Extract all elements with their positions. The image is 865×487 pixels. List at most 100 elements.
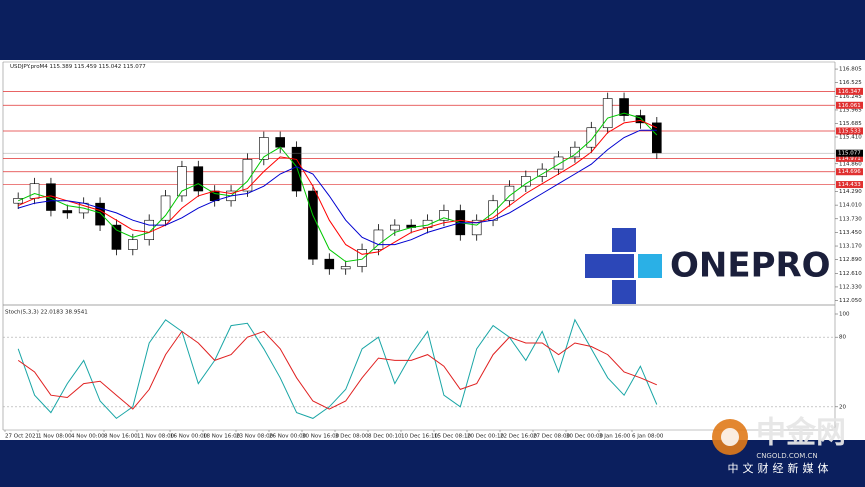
candle-body bbox=[177, 166, 187, 197]
candle-body bbox=[471, 219, 482, 236]
y-tick-label: 115.685 bbox=[839, 121, 862, 127]
y-tick-label: 20 bbox=[839, 404, 846, 410]
price-level-label: 116.347 bbox=[838, 89, 861, 95]
watermark-tagline: 中文财经新媒体 bbox=[728, 461, 833, 475]
x-tick-label: 20 Dec 00:10 bbox=[467, 434, 504, 440]
indicator-line bbox=[17, 330, 657, 410]
candle-body bbox=[29, 183, 40, 199]
logo-shape bbox=[612, 280, 636, 304]
candle-body bbox=[242, 159, 253, 192]
x-tick-label: 6 Jan 08:00 bbox=[632, 434, 664, 440]
x-tick-label: 23 Nov 08:00 bbox=[236, 434, 274, 440]
symbol-header: USDJPY.proM4 115.389 115.459 115.042 115… bbox=[10, 64, 146, 70]
indicator-line bbox=[17, 318, 658, 420]
x-tick-label: 26 Nov 00:00 bbox=[269, 434, 307, 440]
candle-body bbox=[259, 137, 269, 160]
logo-shape bbox=[612, 228, 636, 252]
candle-body bbox=[586, 127, 597, 148]
x-tick-label: 16 Nov 00:00 bbox=[170, 434, 208, 440]
candle-body bbox=[275, 137, 285, 148]
y-tick-label: 115.410 bbox=[839, 134, 862, 140]
x-tick-label: 4 Nov 00:00 bbox=[71, 434, 105, 440]
y-tick-label: 116.245 bbox=[839, 94, 862, 100]
price-level-label: 114.433 bbox=[838, 182, 861, 188]
y-tick-label: 113.170 bbox=[839, 244, 862, 250]
watermark-icon bbox=[721, 428, 739, 446]
x-tick-label: 11 Nov 08:00 bbox=[137, 434, 175, 440]
chart-panel bbox=[0, 60, 865, 440]
indicator-line bbox=[17, 119, 658, 255]
indicator-line bbox=[17, 112, 658, 263]
indicator-header: Stoch(5,3,3) 22.0183 38.9541 bbox=[5, 310, 88, 316]
candle-body bbox=[619, 98, 629, 116]
price-level-label: 114.696 bbox=[838, 169, 861, 175]
x-tick-label: 22 Dec 16:00 bbox=[500, 434, 537, 440]
y-tick-label: 80 bbox=[839, 335, 846, 341]
y-tick-label: 114.290 bbox=[839, 189, 862, 195]
candle-body bbox=[537, 168, 547, 177]
price-level-label: 114.971 bbox=[838, 156, 861, 162]
y-tick-label: 116.525 bbox=[839, 80, 862, 86]
y-tick-label: 112.610 bbox=[839, 271, 862, 277]
x-tick-label: 27 Dec 08:00 bbox=[533, 434, 570, 440]
x-tick-label: 3 Jan 16:00 bbox=[599, 434, 631, 440]
x-tick-label: 15 Dec 08:10 bbox=[434, 434, 471, 440]
watermark-name: 中金网 bbox=[756, 416, 846, 451]
x-tick-label: 30 Nov 16:00 bbox=[302, 434, 340, 440]
y-tick-label: 100 bbox=[839, 312, 850, 318]
candle-body bbox=[373, 229, 384, 250]
y-tick-label: 114.860 bbox=[839, 161, 862, 167]
price-level-box bbox=[836, 101, 863, 109]
price-level-box bbox=[836, 181, 863, 189]
candle-body bbox=[324, 258, 335, 270]
candle-body bbox=[439, 210, 449, 221]
candle-body bbox=[390, 224, 400, 231]
candle-body bbox=[160, 195, 171, 221]
candle-body bbox=[308, 190, 318, 260]
logo-shape bbox=[585, 254, 634, 278]
candle-body bbox=[95, 202, 105, 226]
y-tick-label: 115.965 bbox=[839, 107, 862, 113]
candle-body bbox=[291, 146, 302, 192]
y-tick-label: 116.805 bbox=[839, 67, 862, 73]
candle-body bbox=[357, 249, 367, 267]
x-tick-label: 18 Nov 16:00 bbox=[203, 434, 241, 440]
x-tick-label: 30 Dec 00:00 bbox=[566, 434, 603, 440]
y-tick-label: 112.330 bbox=[839, 284, 862, 290]
watermark: 中金网 CNGOLD.COM.CN 中文财经新媒体 bbox=[712, 416, 846, 475]
candle-body bbox=[62, 210, 73, 214]
price-level-label: 115.533 bbox=[838, 128, 861, 134]
candle-body bbox=[602, 98, 613, 129]
x-tick-label: 3 Dec 08:00 bbox=[335, 434, 369, 440]
candle-body bbox=[570, 146, 580, 158]
logo-text: ONEPRO bbox=[670, 246, 831, 286]
y-tick-label: 114.010 bbox=[839, 203, 862, 209]
price-level-box bbox=[836, 154, 863, 162]
candle-body bbox=[128, 239, 138, 250]
x-tick-label: 27 Oct 2021 bbox=[5, 434, 39, 440]
candle-body bbox=[340, 266, 351, 270]
candle-body bbox=[553, 156, 564, 170]
logo-shape bbox=[638, 254, 662, 278]
price-level-box bbox=[836, 127, 863, 135]
candle-body bbox=[111, 224, 122, 250]
x-tick-label: 8 Nov 16:00 bbox=[104, 434, 138, 440]
last-price-label: 115.077 bbox=[838, 151, 861, 157]
y-tick-label: 112.050 bbox=[839, 298, 862, 304]
last-price-box bbox=[836, 149, 863, 157]
x-tick-label: 1 Nov 08:00 bbox=[38, 434, 72, 440]
candle-body bbox=[209, 190, 220, 202]
candle-body bbox=[144, 219, 154, 241]
watermark-domain: CNGOLD.COM.CN bbox=[756, 452, 817, 460]
price-level-box bbox=[836, 168, 863, 176]
x-tick-label: 8 Dec 00:10 bbox=[368, 434, 402, 440]
price-level-label: 116.061 bbox=[838, 103, 861, 109]
candle-body bbox=[193, 166, 204, 192]
y-tick-label: 112.890 bbox=[839, 257, 862, 263]
y-tick-label: 113.730 bbox=[839, 216, 862, 222]
y-tick-label: 113.450 bbox=[839, 230, 862, 236]
price-level-box bbox=[836, 87, 863, 95]
onepro-logo: ONEPRO bbox=[585, 228, 831, 304]
